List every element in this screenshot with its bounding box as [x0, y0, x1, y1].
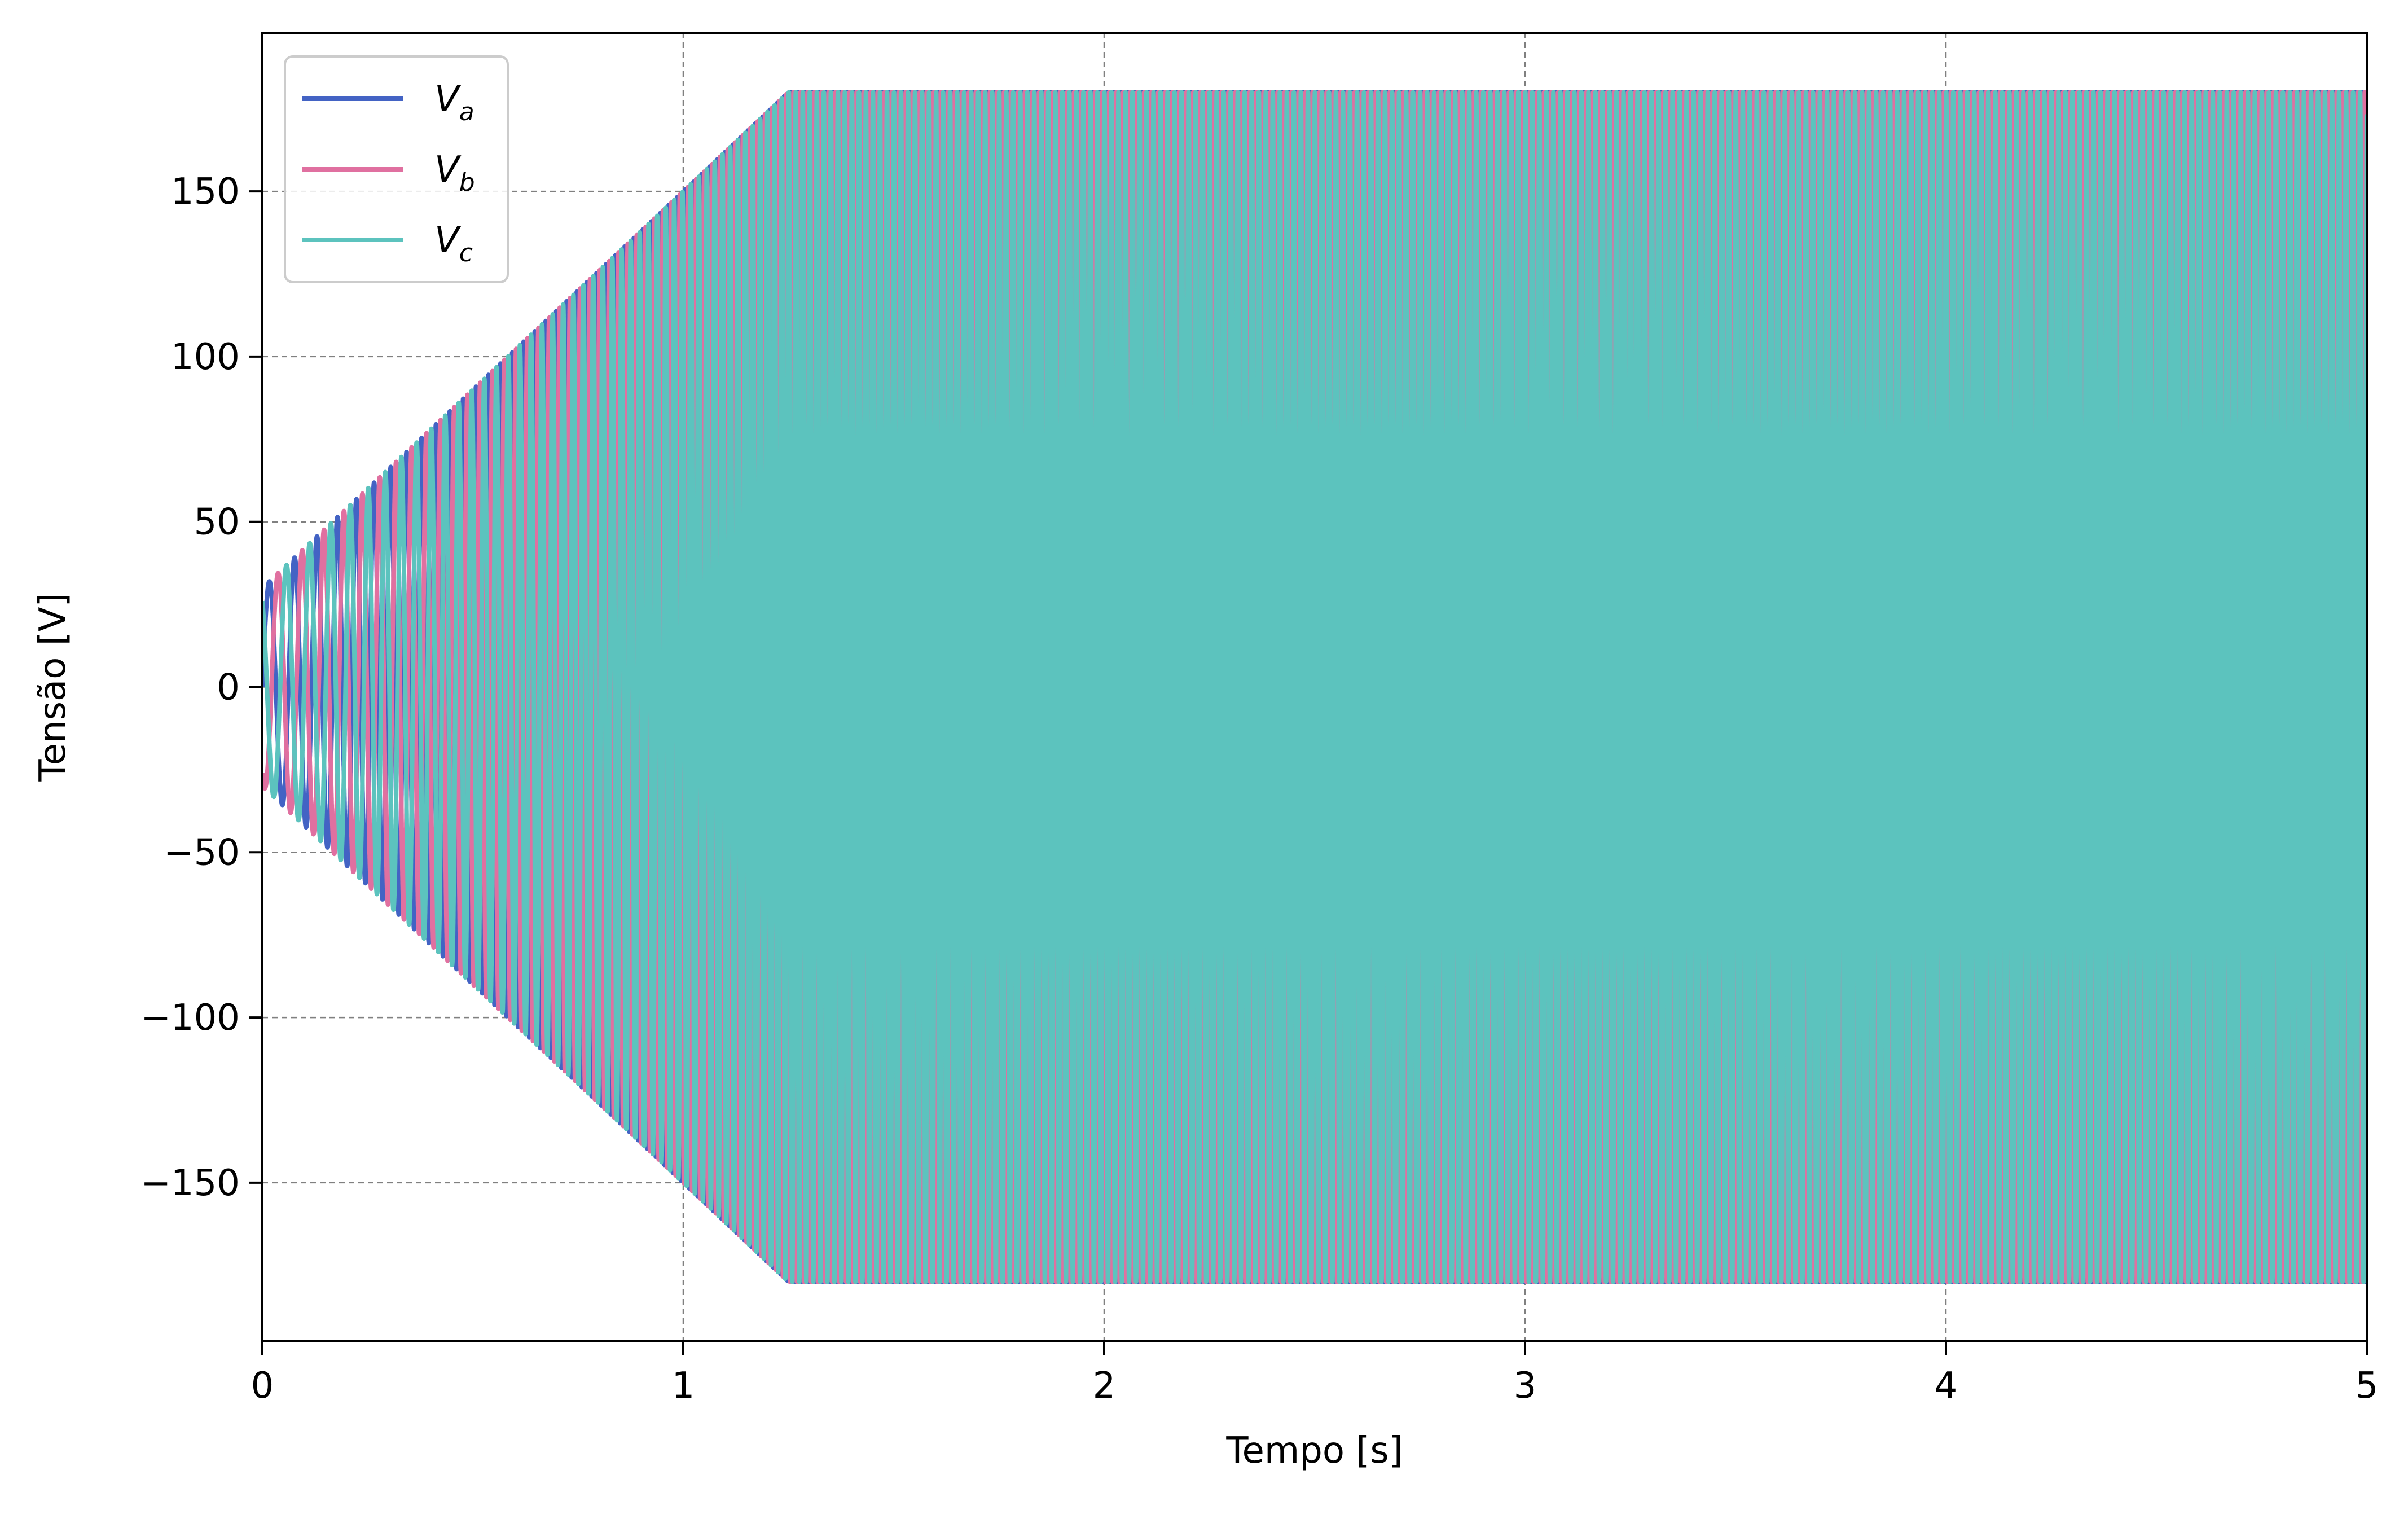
x-tick-label: 5: [2356, 1365, 2379, 1407]
y-tick-label: 100: [171, 336, 240, 378]
ticks: 0 1 2 3 4 5 −150 −100 −50 0 50 100 150: [140, 171, 2378, 1407]
x-tick-label: 4: [1935, 1365, 1958, 1407]
y-tick-label: −150: [140, 1162, 240, 1204]
x-tick-label: 0: [251, 1365, 274, 1407]
x-axis-label: Tempo [s]: [1225, 1430, 1403, 1472]
legend: Va Vb Vc: [284, 55, 509, 283]
series-layer: [262, 90, 2367, 1284]
legend-label: Va: [434, 78, 474, 126]
x-tick-label: 3: [1514, 1365, 1537, 1407]
legend-label: Vb: [434, 149, 475, 197]
y-tick-label: 50: [194, 502, 240, 543]
series-line-c: [262, 90, 2367, 1284]
legend-label: Vc: [434, 220, 473, 267]
y-tick-label: 0: [217, 667, 240, 709]
y-axis-label: Tensão [V]: [32, 593, 74, 782]
y-tick-label: −50: [164, 832, 240, 874]
x-tick-label: 2: [1093, 1365, 1116, 1407]
x-tick-label: 1: [672, 1365, 695, 1407]
y-tick-label: −100: [140, 997, 240, 1039]
y-tick-label: 150: [171, 171, 240, 213]
